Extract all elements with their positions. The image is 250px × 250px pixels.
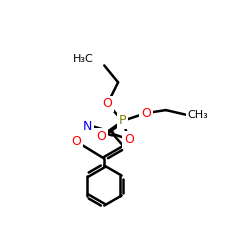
Text: O: O bbox=[102, 98, 112, 110]
Text: O: O bbox=[72, 135, 82, 148]
Text: CH₃: CH₃ bbox=[188, 110, 208, 120]
Text: N: N bbox=[83, 120, 92, 133]
Text: O: O bbox=[96, 130, 106, 143]
Text: O: O bbox=[141, 107, 151, 120]
Text: H₃C: H₃C bbox=[73, 54, 94, 64]
Text: P: P bbox=[119, 114, 126, 127]
Text: O: O bbox=[124, 133, 134, 146]
